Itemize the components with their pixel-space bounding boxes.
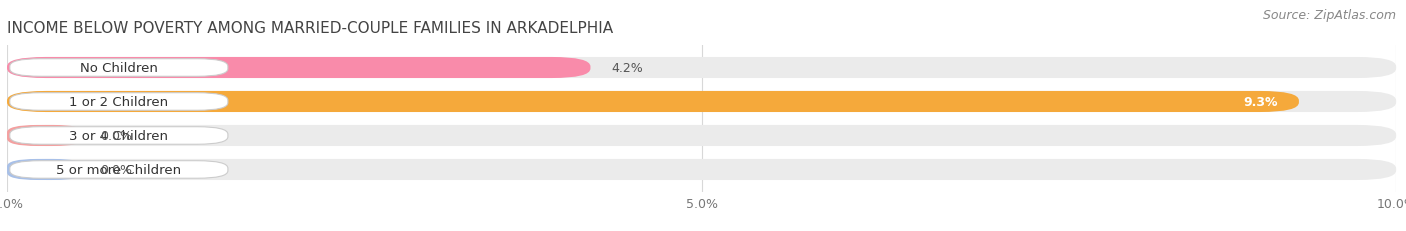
- Text: Source: ZipAtlas.com: Source: ZipAtlas.com: [1263, 9, 1396, 22]
- FancyBboxPatch shape: [7, 91, 1299, 112]
- Text: 9.3%: 9.3%: [1243, 96, 1278, 109]
- Text: 1 or 2 Children: 1 or 2 Children: [69, 96, 169, 109]
- FancyBboxPatch shape: [10, 161, 228, 179]
- FancyBboxPatch shape: [7, 159, 1396, 180]
- FancyBboxPatch shape: [7, 125, 83, 146]
- FancyBboxPatch shape: [7, 159, 83, 180]
- FancyBboxPatch shape: [10, 59, 228, 77]
- Text: 4.2%: 4.2%: [612, 62, 643, 75]
- FancyBboxPatch shape: [10, 93, 228, 111]
- Text: No Children: No Children: [80, 62, 157, 75]
- FancyBboxPatch shape: [7, 125, 1396, 146]
- FancyBboxPatch shape: [7, 58, 591, 79]
- Text: 0.0%: 0.0%: [100, 129, 132, 142]
- Text: 0.0%: 0.0%: [100, 163, 132, 176]
- FancyBboxPatch shape: [7, 58, 1396, 79]
- FancyBboxPatch shape: [10, 127, 228, 145]
- Text: 5 or more Children: 5 or more Children: [56, 163, 181, 176]
- Text: 3 or 4 Children: 3 or 4 Children: [69, 129, 169, 142]
- FancyBboxPatch shape: [7, 91, 1396, 112]
- Text: INCOME BELOW POVERTY AMONG MARRIED-COUPLE FAMILIES IN ARKADELPHIA: INCOME BELOW POVERTY AMONG MARRIED-COUPL…: [7, 20, 613, 35]
